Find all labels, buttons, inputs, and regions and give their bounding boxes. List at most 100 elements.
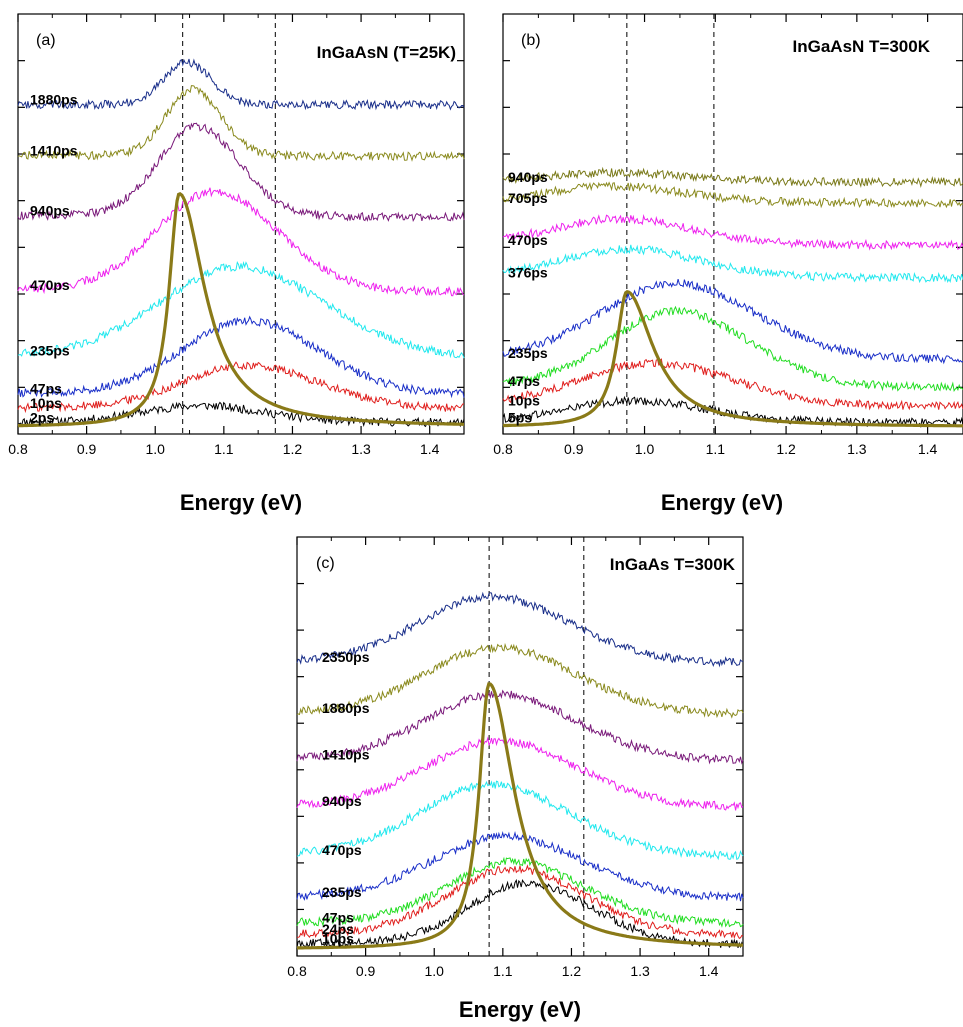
- x-tick-label: 1.3: [351, 441, 371, 457]
- series-label: 470ps: [508, 232, 548, 248]
- series-label: 940ps: [30, 203, 70, 219]
- panel-b-frame: [502, 13, 963, 435]
- series-line: [502, 166, 963, 188]
- series-line: [296, 591, 744, 668]
- x-tick-label: 1.1: [706, 441, 726, 457]
- series-line: [17, 85, 465, 162]
- series-line: [17, 58, 465, 111]
- panel-c-series: [296, 591, 744, 950]
- panel-b-x-axis-title: Energy (eV): [661, 490, 783, 515]
- panel-c-x-axis-title: Energy (eV): [459, 997, 581, 1022]
- panel-c-ticks: 0.8 0.9 1.0 1.1 1.2 1.3 1.4: [287, 537, 744, 979]
- series-line: [296, 736, 744, 811]
- series-label: 10ps: [30, 395, 62, 411]
- x-tick-label: 0.8: [493, 441, 513, 457]
- x-tick-label: 1.2: [562, 963, 582, 979]
- series-label: 47ps: [322, 910, 354, 926]
- series-label: 376ps: [508, 264, 548, 280]
- laser-profile-line: [18, 191, 464, 428]
- panel-b-title: InGaAsN T=300K: [793, 37, 931, 56]
- series-label: 940ps: [322, 793, 362, 809]
- series-line: [502, 214, 963, 251]
- series-label: 1410ps: [322, 747, 370, 763]
- panel-c-frame: [296, 536, 744, 957]
- series-label: 705ps: [508, 190, 548, 206]
- panel-c-letter: (c): [316, 555, 335, 572]
- series-line: [17, 122, 465, 223]
- panel-a-reference-lines: [182, 14, 276, 434]
- x-tick-label: 1.2: [776, 441, 796, 457]
- series-label: 235ps: [508, 345, 548, 361]
- series-line: [502, 305, 963, 392]
- x-tick-label: 0.8: [8, 441, 28, 457]
- series-label: 10ps: [322, 931, 354, 947]
- series-label: 2ps: [30, 409, 54, 425]
- x-tick-label: 1.1: [214, 441, 234, 457]
- series-label: 2350ps: [322, 649, 370, 665]
- series-line: [502, 395, 963, 429]
- laser-profile-line: [297, 682, 743, 950]
- x-tick-label: 1.3: [630, 963, 650, 979]
- series-line: [296, 864, 744, 940]
- x-tick-label: 1.0: [635, 441, 655, 457]
- x-tick-label: 1.4: [918, 441, 938, 457]
- series-label: 470ps: [30, 277, 70, 293]
- x-tick-label: 1.4: [420, 441, 440, 457]
- x-tick-label: 1.0: [424, 963, 444, 979]
- series-label: 235ps: [322, 884, 362, 900]
- series-line: [17, 315, 465, 399]
- series-label: 1410ps: [30, 142, 78, 158]
- x-tick-label: 1.4: [699, 963, 719, 979]
- series-line: [296, 856, 744, 928]
- series-label: 24ps: [322, 921, 354, 937]
- series-label: 470ps: [322, 842, 362, 858]
- panel-a-ticks: 0.8 0.9 1.0 1.1 1.2 1.3 1.4: [8, 14, 465, 457]
- x-tick-label: 1.2: [283, 441, 303, 457]
- series-label: 5ps: [508, 409, 532, 425]
- series-line: [502, 358, 963, 411]
- panel-a-letter: (a): [36, 32, 56, 49]
- x-tick-label: 0.9: [356, 963, 376, 979]
- series-line: [296, 642, 744, 719]
- series-line: [17, 187, 465, 297]
- series-label: 47ps: [30, 380, 62, 396]
- x-tick-label: 0.9: [77, 441, 97, 457]
- series-label: 1880ps: [30, 92, 78, 108]
- laser-profile-line: [502, 289, 963, 428]
- x-tick-label: 1.0: [145, 441, 165, 457]
- panel-b-series: [502, 166, 963, 429]
- panel-b-letter: (b): [521, 32, 541, 49]
- series-line: [17, 361, 465, 414]
- panel-c-reference-lines: [488, 537, 585, 956]
- panel-a-series: [17, 58, 465, 428]
- panel-b-reference-lines: [626, 14, 715, 434]
- x-tick-label: 0.8: [287, 963, 307, 979]
- series-line: [17, 260, 465, 359]
- panel-b-ticks: 0.8 0.9 1.0 1.1 1.2 1.3 1.4: [493, 14, 963, 457]
- series-label: 10ps: [508, 393, 540, 409]
- series-label: 47ps: [508, 373, 540, 389]
- series-line: [296, 779, 744, 861]
- panel-a-x-axis-title: Energy (eV): [180, 490, 302, 515]
- panel-c-title: InGaAs T=300K: [610, 555, 736, 574]
- x-tick-label: 1.3: [847, 441, 867, 457]
- series-line: [296, 830, 744, 902]
- series-label: 940ps: [508, 169, 548, 185]
- panel-a-frame: [17, 13, 465, 435]
- series-line: [502, 244, 963, 284]
- panel-a-title: InGaAsN (T=25K): [317, 43, 456, 62]
- x-tick-label: 0.9: [564, 441, 584, 457]
- x-tick-label: 1.1: [493, 963, 513, 979]
- series-line: [502, 278, 963, 365]
- series-label: 235ps: [30, 343, 70, 359]
- series-line: [296, 689, 744, 765]
- series-line: [502, 181, 963, 209]
- series-label: 1880ps: [322, 700, 370, 716]
